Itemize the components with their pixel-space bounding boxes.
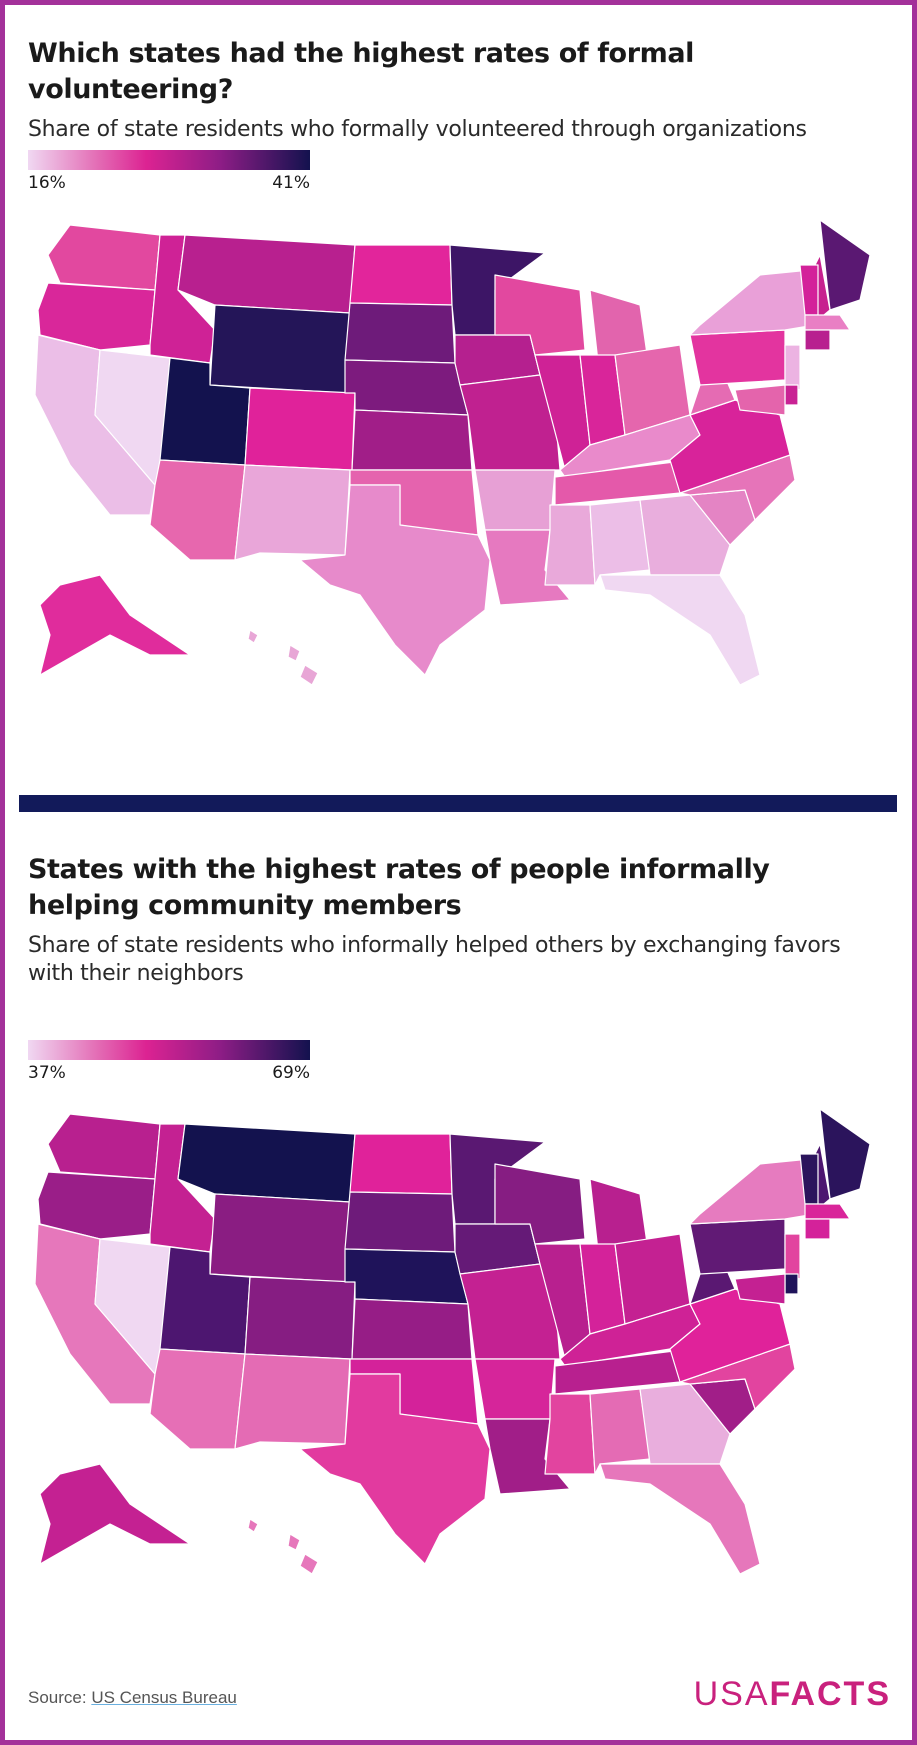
- map2-legend: 37% 69%: [28, 1040, 310, 1083]
- state-wy: [209, 304, 351, 394]
- state-wa: [47, 1113, 161, 1180]
- map1-legend-gradient: [28, 150, 310, 170]
- map1-subtitle: Share of state residents who formally vo…: [28, 117, 807, 142]
- state-ak: [39, 574, 191, 676]
- map2-legend-max: 69%: [272, 1063, 310, 1083]
- state-md: [734, 1273, 786, 1305]
- state-fl: [599, 574, 761, 686]
- formal-volunteering-map: [34, 219, 871, 686]
- state-nd: [349, 1133, 453, 1195]
- state-ct: [804, 1218, 831, 1240]
- map1-legend-min: 16%: [28, 173, 66, 193]
- state-ne: [344, 1248, 469, 1305]
- usafacts-logo: USAFACTS: [694, 1675, 891, 1714]
- source-note: Source: US Census Bureau: [28, 1688, 237, 1708]
- map2-legend-gradient: [28, 1040, 310, 1060]
- map2-title: States with the highest rates of people …: [28, 854, 770, 921]
- state-nm: [234, 1353, 351, 1450]
- state-nj: [784, 344, 801, 391]
- state-me: [819, 1108, 871, 1200]
- state-hi: [247, 1518, 319, 1575]
- map1-title: Which states had the highest rates of fo…: [28, 38, 695, 105]
- state-de: [784, 1273, 799, 1295]
- state-nm: [234, 464, 351, 561]
- state-nd: [349, 244, 453, 306]
- state-ny: [689, 1158, 816, 1225]
- state-co: [244, 387, 356, 471]
- informal-helping-map: [34, 1108, 871, 1575]
- map2-legend-min: 37%: [28, 1063, 66, 1083]
- state-de: [784, 384, 799, 406]
- logo-usa: USA: [693, 1675, 770, 1713]
- state-tx: [299, 484, 491, 676]
- state-ny: [689, 269, 816, 336]
- source-link[interactable]: US Census Bureau: [91, 1688, 237, 1707]
- state-ma: [804, 314, 851, 331]
- state-nj: [784, 1233, 801, 1280]
- map1-legend: 16% 41%: [28, 150, 310, 193]
- state-ms: [544, 504, 596, 586]
- state-ar: [474, 1358, 556, 1420]
- state-az: [149, 1348, 246, 1450]
- state-pa: [689, 1218, 786, 1275]
- state-ga: [639, 494, 731, 576]
- state-ga: [639, 1383, 731, 1465]
- state-ct: [804, 329, 831, 351]
- state-ne: [344, 359, 469, 416]
- state-sd: [344, 1191, 456, 1253]
- section-divider: [19, 795, 897, 812]
- state-ms: [544, 1393, 596, 1475]
- informal-helping-header: States with the highest rates of people …: [28, 852, 889, 988]
- state-mt: [177, 234, 356, 314]
- state-co: [244, 1276, 356, 1360]
- logo-facts: FACTS: [769, 1675, 891, 1713]
- state-hi: [247, 629, 319, 686]
- state-al: [589, 499, 651, 586]
- source-label: Source:: [28, 1688, 87, 1707]
- state-wy: [209, 1193, 351, 1283]
- map2-subtitle: Share of state residents who informally …: [28, 933, 841, 986]
- state-ks: [351, 1298, 473, 1360]
- formal-volunteering-header: Which states had the highest rates of fo…: [28, 36, 889, 144]
- state-az: [149, 459, 246, 561]
- state-pa: [689, 329, 786, 386]
- state-me: [819, 219, 871, 311]
- state-al: [589, 1388, 651, 1475]
- state-sd: [344, 302, 456, 364]
- state-mt: [177, 1123, 356, 1203]
- state-tx: [299, 1373, 491, 1565]
- state-md: [734, 384, 786, 416]
- state-ak: [39, 1463, 191, 1565]
- state-wa: [47, 224, 161, 291]
- state-fl: [599, 1463, 761, 1575]
- state-ks: [351, 409, 473, 471]
- map1-legend-max: 41%: [272, 173, 310, 193]
- state-ar: [474, 469, 556, 531]
- state-ma: [804, 1203, 851, 1220]
